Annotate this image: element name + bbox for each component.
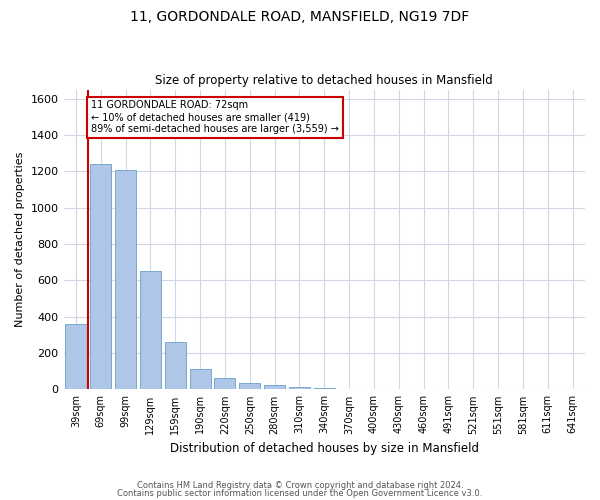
Bar — [165, 342, 186, 390]
Bar — [140, 272, 161, 390]
Text: Contains public sector information licensed under the Open Government Licence v3: Contains public sector information licen… — [118, 488, 482, 498]
Bar — [264, 385, 285, 390]
Bar — [289, 386, 310, 390]
Bar — [214, 378, 235, 390]
Y-axis label: Number of detached properties: Number of detached properties — [15, 152, 25, 327]
Bar — [190, 368, 211, 390]
Bar — [65, 324, 86, 390]
Text: 11 GORDONDALE ROAD: 72sqm
← 10% of detached houses are smaller (419)
89% of semi: 11 GORDONDALE ROAD: 72sqm ← 10% of detac… — [91, 100, 339, 134]
Bar — [115, 170, 136, 390]
Bar — [90, 164, 112, 390]
X-axis label: Distribution of detached houses by size in Mansfield: Distribution of detached houses by size … — [170, 442, 479, 455]
Bar — [239, 383, 260, 390]
Title: Size of property relative to detached houses in Mansfield: Size of property relative to detached ho… — [155, 74, 493, 87]
Bar — [314, 388, 335, 390]
Bar — [364, 388, 385, 390]
Text: Contains HM Land Registry data © Crown copyright and database right 2024.: Contains HM Land Registry data © Crown c… — [137, 481, 463, 490]
Text: 11, GORDONDALE ROAD, MANSFIELD, NG19 7DF: 11, GORDONDALE ROAD, MANSFIELD, NG19 7DF — [130, 10, 470, 24]
Bar — [388, 389, 409, 390]
Bar — [338, 388, 359, 390]
